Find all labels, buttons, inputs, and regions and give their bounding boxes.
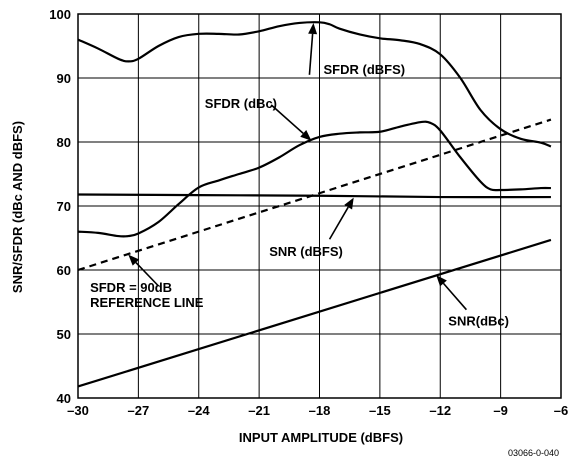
- x-tick-label: –30: [67, 403, 89, 418]
- annotation-arrowhead: [308, 22, 318, 35]
- annotation-label-line: SNR(dBc): [448, 314, 509, 329]
- series-line-2: [77, 193, 551, 199]
- annotation-layer: SFDR (dBFS) SFDR (dBc) SNR (dBFS) SFDR = 90…: [90, 22, 509, 329]
- annotation-arrowhead: [436, 275, 447, 287]
- x-tick-label: –18: [309, 403, 331, 418]
- y-tick-label: 90: [57, 71, 71, 86]
- x-tick-label: –9: [493, 403, 507, 418]
- annotation-label: SNR(dBc): [448, 314, 509, 329]
- series-line-3: [77, 118, 552, 272]
- annotation-label-line: SFDR (dBc): [205, 96, 277, 111]
- annotation-label-line: REFERENCE LINE: [90, 295, 204, 310]
- grid-layer: [77, 13, 562, 399]
- annotation-arrowhead: [300, 130, 312, 141]
- y-tick-label: 80: [57, 135, 71, 150]
- annotation-label-line: SFDR = 90dB: [90, 280, 172, 295]
- x-tick-label: –6: [554, 403, 568, 418]
- x-tick-label: –27: [128, 403, 150, 418]
- annotation-arrow: [135, 262, 160, 287]
- series-layer: [77, 21, 552, 388]
- annotation-label-line: SFDR (dBFS): [324, 62, 406, 77]
- x-tick-label: –12: [429, 403, 451, 418]
- series-line-4: [77, 238, 552, 388]
- y-axis-title: SNR/SFDR (dBc AND dBFS): [10, 121, 25, 293]
- y-tick-label: 50: [57, 327, 71, 342]
- annotation-arrow: [328, 206, 349, 240]
- annotation-label: SFDR = 90dB REFERENCE LINE: [90, 280, 204, 310]
- annotation-arrow: [308, 33, 314, 75]
- annotation-label: SFDR (dBc): [205, 96, 277, 111]
- annotation-arrowhead: [128, 254, 140, 266]
- y-tick-label: 60: [57, 263, 71, 278]
- x-tick-label: –21: [248, 403, 270, 418]
- annotation-arrow: [270, 104, 304, 135]
- x-axis-title: INPUT AMPLITUDE (dBFS): [239, 430, 403, 445]
- y-tick-label: 40: [57, 391, 71, 406]
- annotation-label: SNR (dBFS): [269, 244, 343, 259]
- y-tick-label: 100: [49, 7, 71, 22]
- x-tick-label: –15: [369, 403, 391, 418]
- annotation-label-line: SNR (dBFS): [269, 244, 343, 259]
- annotation-label: SFDR (dBFS): [324, 62, 406, 77]
- figure-id: 03066-0-040: [508, 448, 559, 458]
- annotation-arrow: [442, 282, 468, 311]
- x-tick-label: –24: [188, 403, 210, 418]
- y-tick-label: 70: [57, 199, 71, 214]
- series-line-1: [77, 120, 551, 238]
- series-line-0: [77, 21, 552, 148]
- tick-label-layer: –30 –27 –24 –21 –18 –15 –12 –9 –6 40 50 60 70 80 90 100: [49, 7, 568, 418]
- annotation-arrowhead: [344, 197, 354, 210]
